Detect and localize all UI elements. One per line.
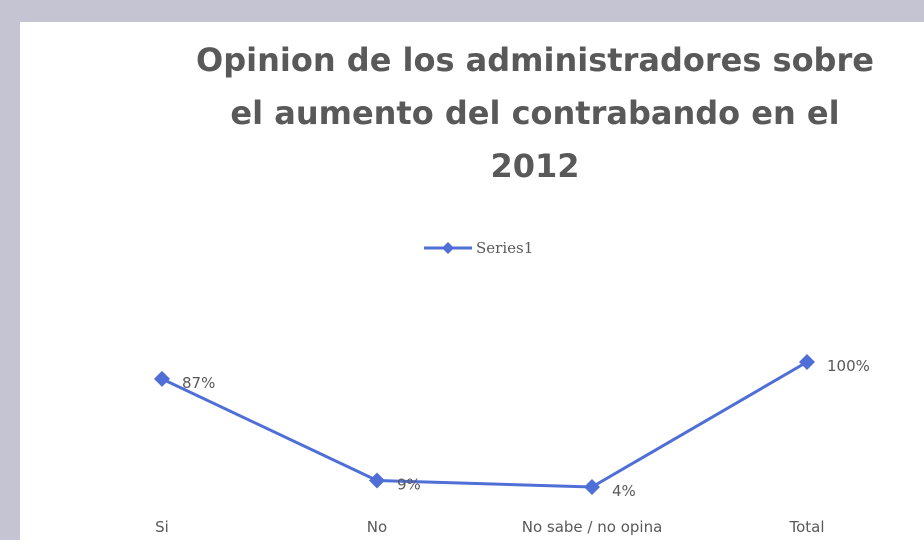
chart-title-line-1: Opinion de los administradores sobre (196, 41, 874, 79)
data-label-si: 87% (182, 374, 215, 392)
chart-title-line-3: 2012 (490, 147, 580, 185)
data-label-total: 100% (827, 357, 870, 375)
category-label-total: Total (788, 518, 824, 536)
data-point-si (154, 370, 170, 387)
data-point-total (799, 354, 815, 370)
legend-series-key (424, 242, 472, 254)
category-label-no: No (367, 518, 387, 536)
data-label-no: 9% (397, 475, 421, 493)
legend: Series1 (422, 238, 533, 258)
chart-title-line-2: el aumento del contrabando en el (230, 94, 840, 132)
series-line (161, 360, 808, 489)
chart-title: Opinion de los administradores sobre el … (150, 34, 920, 193)
data-point-no-sabe-no-opina (584, 479, 600, 495)
page-bottom-strip (0, 540, 924, 554)
data-label-no-sabe-no-opina: 4% (612, 482, 636, 500)
category-label-si: Si (155, 518, 169, 536)
category-label-no-sabe-no-opina: No sabe / no opina (522, 518, 663, 536)
chart-area (20, 22, 924, 540)
data-point-no (369, 472, 385, 489)
legend-series-label: Series1 (476, 239, 534, 257)
